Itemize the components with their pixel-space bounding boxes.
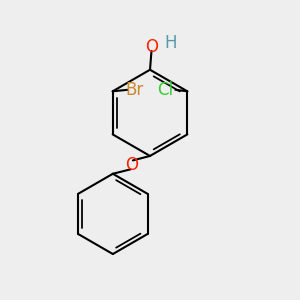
- Text: Cl: Cl: [157, 81, 173, 99]
- Text: H: H: [165, 34, 177, 52]
- Text: Br: Br: [126, 81, 144, 99]
- Text: O: O: [125, 156, 138, 174]
- Text: O: O: [145, 38, 158, 56]
